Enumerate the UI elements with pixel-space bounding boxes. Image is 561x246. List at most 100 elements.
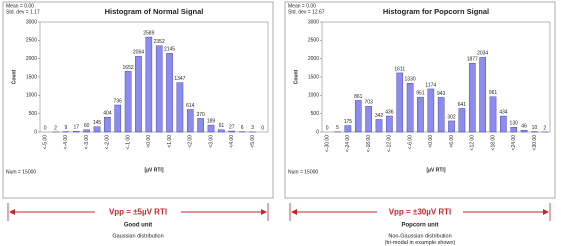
bar bbox=[145, 36, 153, 133]
x-tick-label: <-5.00 bbox=[43, 135, 49, 150]
y-tick-label: 500 bbox=[29, 111, 38, 117]
bar bbox=[72, 131, 80, 133]
value-label: 2 bbox=[54, 125, 57, 131]
bar bbox=[135, 56, 142, 133]
bar bbox=[468, 62, 476, 133]
y-axis-label: Count bbox=[11, 69, 17, 84]
value-label: 404 bbox=[103, 111, 112, 117]
value-label: 943 bbox=[437, 91, 446, 97]
value-label: 61 bbox=[219, 123, 225, 129]
x-tick-label: <-30.00 bbox=[325, 135, 331, 152]
bar bbox=[104, 116, 111, 133]
x-tick-label: <3.00 bbox=[208, 135, 214, 148]
chart-title: Histogram of Normal Signal bbox=[105, 7, 204, 16]
y-axis-label: Count bbox=[293, 69, 299, 84]
stat-annotation: Mean = 0.00 bbox=[288, 3, 316, 9]
value-label: 175 bbox=[344, 119, 353, 125]
description: Gaussian distribution bbox=[112, 233, 163, 239]
y-tick-label: 3000 bbox=[308, 19, 319, 25]
bar bbox=[510, 127, 518, 133]
value-label: 703 bbox=[364, 100, 373, 106]
value-label: 60 bbox=[84, 123, 90, 129]
bar bbox=[93, 126, 101, 133]
value-label: 1611 bbox=[394, 66, 405, 72]
x-tick-label: <0.00 bbox=[428, 135, 434, 148]
bar bbox=[114, 104, 122, 133]
x-tick-label: <-24.00 bbox=[345, 135, 351, 152]
unit-label: Popcorn unit bbox=[402, 223, 439, 229]
bar bbox=[458, 108, 466, 133]
bar bbox=[124, 71, 132, 133]
chart-title: Histogram for Popcorn Signal bbox=[383, 7, 489, 16]
x-tick-label: <5.00 bbox=[250, 135, 256, 148]
bar bbox=[437, 97, 445, 133]
value-label: 736 bbox=[114, 98, 123, 104]
y-tick-label: 2500 bbox=[308, 38, 319, 44]
value-label: 130 bbox=[510, 121, 519, 127]
value-label: 2064 bbox=[133, 50, 144, 56]
bar bbox=[176, 82, 184, 133]
count-annotation: Num = 15000 bbox=[288, 169, 318, 175]
y-tick-label: 2500 bbox=[26, 38, 37, 44]
x-tick-label: <6.00 bbox=[449, 135, 455, 148]
y-tick-label: 500 bbox=[311, 111, 320, 117]
bar bbox=[520, 130, 528, 133]
x-tick-label: <-1.00 bbox=[125, 135, 131, 150]
bar bbox=[344, 125, 352, 133]
value-label: 861 bbox=[354, 94, 363, 100]
value-label: 2589 bbox=[143, 30, 154, 36]
stat-annotation: Std. dev = 12.67 bbox=[288, 9, 325, 15]
x-tick-label: <30.00 bbox=[532, 135, 538, 151]
x-tick-label: <2.00 bbox=[188, 135, 194, 148]
x-tick-label: <-12.00 bbox=[387, 135, 393, 152]
y-tick-label: 2000 bbox=[308, 56, 319, 62]
value-label: 27 bbox=[229, 124, 235, 130]
bar bbox=[83, 129, 90, 133]
value-label: 3 bbox=[251, 125, 254, 131]
x-axis-label: [µV RTI] bbox=[145, 167, 164, 173]
y-tick-label: 0 bbox=[316, 129, 319, 135]
caption-box bbox=[377, 206, 463, 218]
value-label: 2145 bbox=[164, 47, 175, 53]
value-label: 1174 bbox=[425, 82, 436, 88]
plot-area bbox=[39, 21, 269, 133]
value-label: 614 bbox=[186, 103, 195, 109]
value-label: 951 bbox=[416, 90, 425, 96]
x-tick-label: <-18.00 bbox=[366, 135, 372, 152]
value-label: 1347 bbox=[174, 76, 185, 82]
value-label: 0 bbox=[261, 125, 264, 131]
bar bbox=[427, 88, 435, 133]
range-caption: Vpp = ±5µV RTI bbox=[109, 208, 167, 217]
bar bbox=[386, 115, 393, 133]
stat-annotation: Mean = 0.00 bbox=[6, 3, 34, 9]
value-label: 342 bbox=[375, 113, 384, 119]
y-tick-label: 1500 bbox=[308, 74, 319, 80]
value-label: 370 bbox=[196, 112, 205, 118]
value-label: 10 bbox=[532, 125, 538, 131]
y-tick-label: 1000 bbox=[26, 93, 37, 99]
value-label: 0 bbox=[44, 125, 47, 131]
x-tick-label: <18.00 bbox=[490, 135, 496, 151]
description: (tri-modal in example shown) bbox=[385, 240, 456, 246]
bar bbox=[166, 53, 173, 133]
x-tick-label: <-3.00 bbox=[84, 135, 90, 150]
x-tick-label: <12.00 bbox=[470, 135, 476, 151]
y-tick-label: 1000 bbox=[308, 93, 319, 99]
value-label: 46 bbox=[521, 124, 527, 130]
x-tick-label: <24.00 bbox=[511, 135, 517, 151]
value-label: 1652 bbox=[123, 65, 134, 71]
value-label: 5 bbox=[336, 125, 339, 131]
bar bbox=[186, 109, 194, 133]
description: Non-Gaussian distribution bbox=[388, 233, 451, 239]
value-label: 641 bbox=[458, 102, 467, 108]
value-label: 1877 bbox=[467, 57, 478, 63]
caption-box bbox=[95, 206, 181, 218]
value-label: 0 bbox=[326, 125, 329, 131]
value-label: 6 bbox=[241, 125, 244, 131]
x-tick-label: <1.00 bbox=[167, 135, 173, 148]
value-label: 434 bbox=[499, 109, 508, 115]
bar bbox=[489, 96, 497, 133]
x-tick-label: <4.00 bbox=[229, 135, 235, 148]
value-label: 17 bbox=[73, 125, 79, 131]
